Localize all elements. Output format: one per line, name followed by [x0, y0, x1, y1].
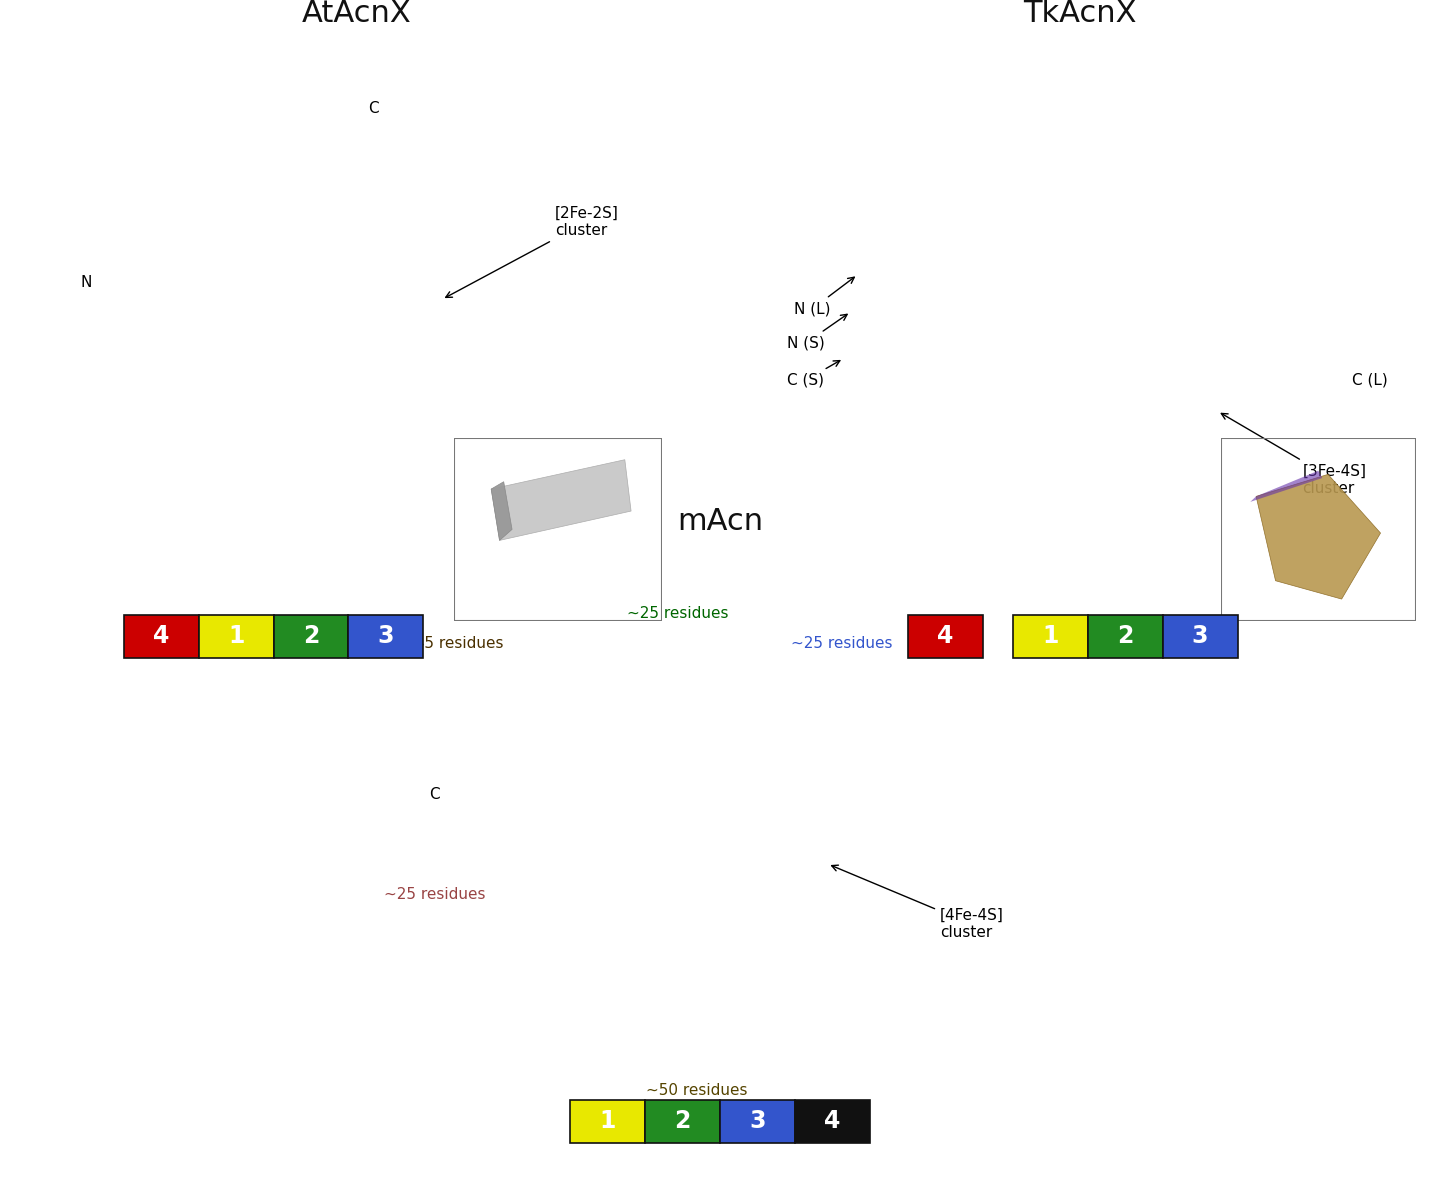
Title: TkAcnX: TkAcnX	[1024, 0, 1136, 27]
Title: mAcn: mAcn	[677, 508, 763, 536]
Polygon shape	[1250, 471, 1322, 502]
Text: ~25 residues: ~25 residues	[384, 886, 485, 901]
Text: ~50 residues: ~50 residues	[647, 1082, 747, 1098]
Text: 2: 2	[1117, 625, 1133, 648]
Text: 3: 3	[1192, 625, 1208, 648]
Text: 1: 1	[228, 625, 245, 648]
Text: [4Fe-4S]
cluster: [4Fe-4S] cluster	[832, 865, 1004, 940]
Text: 2: 2	[674, 1110, 691, 1133]
Text: 1: 1	[599, 1110, 616, 1133]
Text: ~45 residues: ~45 residues	[403, 636, 504, 651]
Text: C (L): C (L)	[1352, 373, 1387, 388]
Text: C: C	[429, 787, 439, 802]
Polygon shape	[1256, 474, 1381, 599]
Text: 4: 4	[824, 1110, 841, 1133]
Text: ~25 residues: ~25 residues	[791, 636, 893, 651]
Text: 2: 2	[302, 625, 320, 648]
Text: C: C	[369, 101, 379, 116]
Text: N: N	[81, 274, 92, 290]
Title: AtAcnX: AtAcnX	[301, 0, 412, 27]
Text: ~25 residues: ~25 residues	[628, 606, 729, 621]
Text: C (S): C (S)	[788, 361, 840, 388]
Text: 3: 3	[749, 1110, 766, 1133]
Text: N (S): N (S)	[788, 315, 847, 350]
Text: 3: 3	[377, 625, 395, 648]
Text: 4: 4	[937, 625, 953, 648]
Text: 1: 1	[1043, 625, 1058, 648]
Polygon shape	[491, 460, 631, 541]
Text: N (L): N (L)	[795, 277, 854, 316]
Polygon shape	[491, 481, 513, 541]
Text: [2Fe-2S]
cluster: [2Fe-2S] cluster	[446, 206, 619, 297]
Text: [3Fe-4S]
cluster: [3Fe-4S] cluster	[1221, 413, 1367, 496]
Text: 4: 4	[153, 625, 170, 648]
